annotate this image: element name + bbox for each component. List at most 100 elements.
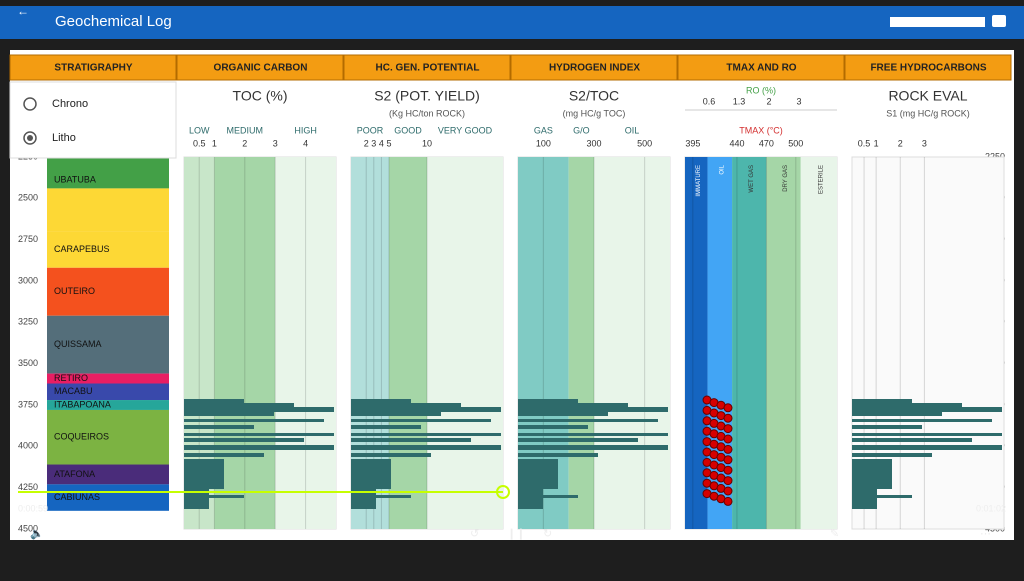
zone-label: DRY GAS — [783, 165, 789, 192]
zone-label: GAS — [534, 125, 553, 135]
formation — [47, 373, 169, 384]
back-button[interactable]: ← — [17, 4, 29, 18]
more-button[interactable]: ⋯ — [980, 528, 991, 540]
zone — [732, 157, 767, 529]
ro-tick-label: 3 — [796, 96, 801, 106]
track-subtitle: (Kg HC/ton ROCK) — [389, 108, 465, 118]
zone-label: POOR — [357, 125, 384, 135]
formation — [47, 188, 169, 232]
zone-label: LOW — [189, 125, 210, 135]
formation-name: ITABAPOANA — [54, 399, 111, 409]
x-tick-label: 300 — [586, 138, 601, 148]
radio[interactable] — [23, 97, 37, 111]
x-tick-label: 2 — [898, 138, 903, 148]
depth-label: 4500 — [18, 523, 38, 533]
column-header[interactable] — [9, 54, 177, 81]
x-tick-label: 4 — [379, 138, 384, 148]
depth-label: 3750 — [18, 399, 38, 409]
duration: 0:01:02 — [976, 503, 1006, 513]
ro-tick-label: 1.3 — [733, 96, 746, 106]
depth-label: 2500 — [18, 193, 38, 203]
zone-label: G/O — [573, 125, 590, 135]
x-tick-label: 3 — [273, 138, 278, 148]
column-header-label: STRATIGRAPHY — [54, 63, 132, 74]
column-header-label: ORGANIC CARBON — [214, 63, 308, 74]
formation-name: ATAFONA — [54, 469, 95, 479]
zone-label: ESTERILE — [818, 165, 824, 194]
sample-dot — [723, 455, 733, 465]
column-header[interactable] — [343, 54, 511, 81]
dropdown-menu — [9, 81, 177, 159]
sample-dot — [723, 486, 733, 496]
forward-button[interactable]: ↻ — [543, 528, 552, 540]
x-tick-label: 10 — [422, 138, 432, 148]
column-header[interactable] — [677, 54, 845, 81]
x-tick-label: 2 — [364, 138, 369, 148]
page-title: Geochemical Log — [55, 13, 172, 30]
formation-name: CARAPEBUS — [54, 244, 110, 254]
zone-label: OIL — [625, 125, 640, 135]
depth-label: 2250 — [985, 151, 1005, 161]
seek-handle[interactable] — [496, 485, 510, 499]
content — [10, 50, 1014, 540]
x-tick-label: 1 — [212, 138, 217, 148]
ro-tick-label: 0.6 — [703, 96, 716, 106]
formation — [47, 464, 169, 485]
track-title: TOC (%) — [233, 88, 288, 104]
zone-label: GOOD — [394, 125, 422, 135]
pause-button[interactable]: ❙❙ — [507, 528, 525, 540]
rewind-button[interactable]: ↺ — [470, 528, 479, 540]
column-header[interactable] — [176, 54, 344, 81]
edit-button[interactable]: ✎ — [830, 528, 839, 540]
zone — [568, 157, 594, 529]
x-tick-label: 0.5 — [858, 138, 871, 148]
x-tick-label: 4 — [303, 138, 308, 148]
zone — [275, 157, 336, 529]
track-title: S2/TOC — [569, 88, 619, 104]
x-tick-label: 395 — [685, 138, 700, 148]
sample-dot — [723, 444, 733, 454]
x-tick-label: 1 — [874, 138, 879, 148]
track-subtitle: (mg HC/g TOC) — [563, 108, 626, 118]
track-subtitle: S1 (mg HC/g ROCK) — [886, 108, 970, 118]
radio-label[interactable]: Chrono — [52, 98, 88, 110]
depth-label: 2750 — [18, 234, 38, 244]
track-title: S2 (POT. YIELD) — [374, 88, 480, 104]
zone — [800, 157, 837, 529]
formation-name: COQUEIROS — [54, 432, 109, 442]
formation — [47, 315, 169, 374]
depth-label: 4000 — [18, 441, 38, 451]
search-box[interactable] — [890, 17, 985, 27]
formation-name: QUISSAMA — [54, 339, 102, 349]
print-button[interactable] — [992, 15, 1006, 27]
formation — [47, 400, 169, 410]
column-header-label: HYDROGEN INDEX — [549, 63, 640, 74]
column-header-label: FREE HYDROCARBONS — [870, 63, 986, 74]
formation-name: UBATUBA — [54, 174, 96, 184]
formation — [47, 409, 169, 465]
depth-label: 3500 — [18, 358, 38, 368]
sample-dot — [723, 424, 733, 434]
formation-name: CABIUNAS — [54, 492, 100, 502]
volume-button[interactable]: 🔈 — [30, 528, 44, 540]
column-header-label: TMAX AND RO — [726, 63, 796, 74]
zone — [594, 157, 670, 529]
formation — [47, 267, 169, 316]
radio-label[interactable]: Litho — [52, 132, 76, 144]
column-header[interactable] — [844, 54, 1012, 81]
zone-label: VERY GOOD — [438, 125, 493, 135]
column-header[interactable] — [510, 54, 678, 81]
x-tick-label: 440 — [729, 138, 744, 148]
x-tick-label: 500 — [637, 138, 652, 148]
x-tick-label: 0.5 — [193, 138, 206, 148]
ro-tick-label: 2 — [766, 96, 771, 106]
depth-label: 4250 — [18, 482, 38, 492]
x-tick-label: 3 — [371, 138, 376, 148]
sample-dot — [723, 476, 733, 486]
track-title: ROCK EVAL — [888, 88, 967, 104]
zone — [685, 157, 708, 529]
column-header-label: HC. GEN. POTENTIAL — [376, 63, 480, 74]
ro-label: RO (%) — [746, 85, 776, 95]
sample-dot — [723, 496, 733, 506]
